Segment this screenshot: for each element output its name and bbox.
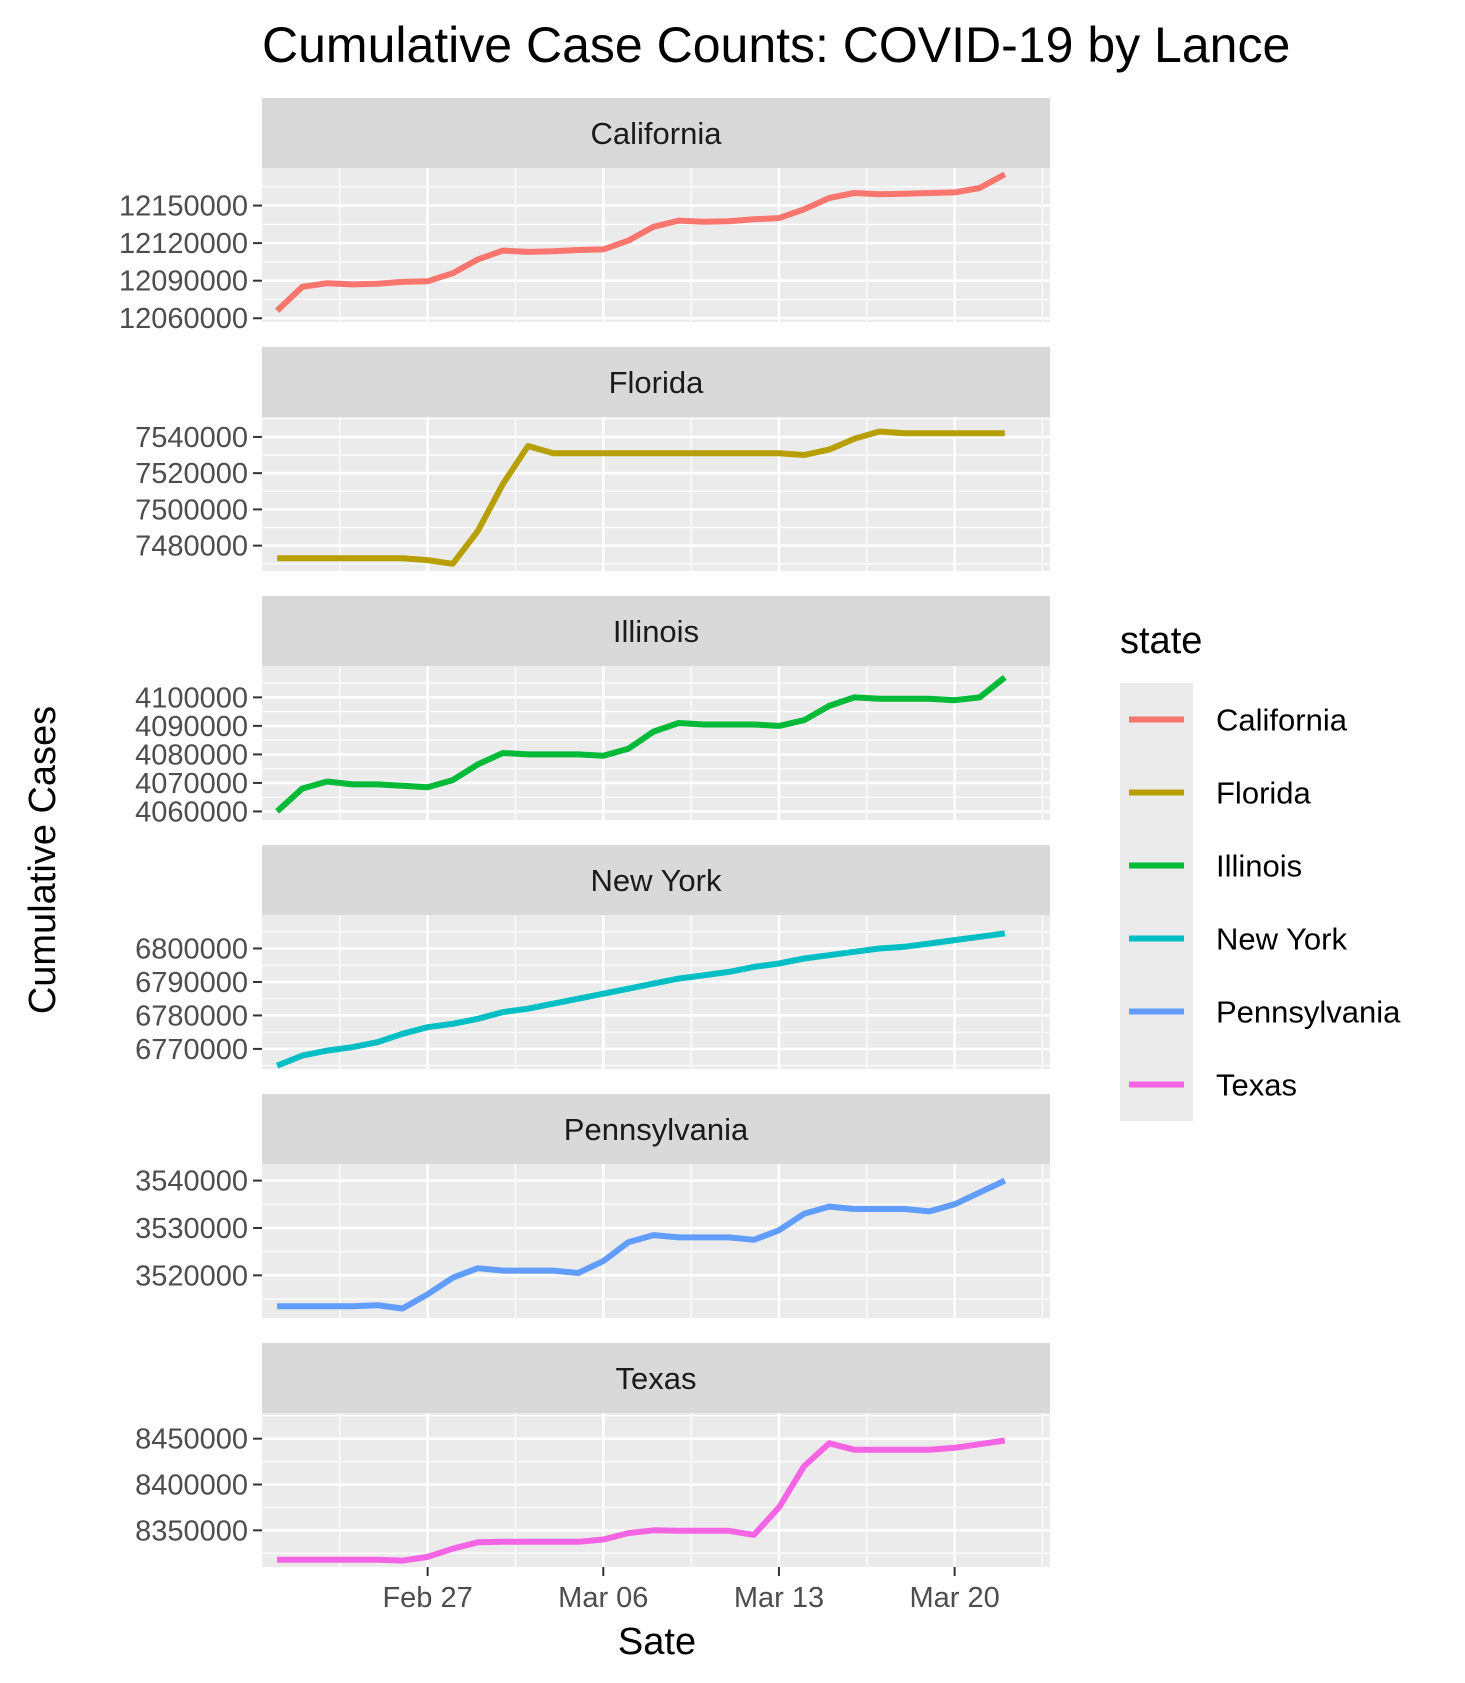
legend-label: California: [1216, 703, 1348, 738]
y-tick-label: 12060000: [119, 303, 248, 335]
series-line-pennsylvania: [277, 1177, 1007, 1312]
facet-strip: [262, 1343, 1050, 1413]
facet-panel-california: California 12060000 12090000 12120000 121500…: [119, 98, 1050, 335]
y-tick-label: 6780000: [135, 1000, 248, 1032]
panel-background: [262, 915, 1050, 1069]
y-tick-label: 4100000: [135, 682, 248, 714]
y-tick-label: 12120000: [119, 228, 248, 260]
facet-strip: [262, 1094, 1050, 1164]
facet-strip-label: Texas: [616, 1361, 697, 1396]
y-tick-label: 7540000: [135, 422, 248, 454]
y-tick-label: 7520000: [135, 458, 248, 490]
legend-label: New York: [1216, 922, 1347, 957]
facet-strip: [262, 845, 1050, 915]
x-tick-label: Mar 20: [910, 1582, 1000, 1614]
series-line-texas: [277, 1437, 1006, 1564]
y-tick-label: 8450000: [135, 1424, 248, 1456]
panel-background: [262, 417, 1050, 571]
y-tick-label: 8350000: [135, 1515, 248, 1547]
y-tick-label: 3520000: [135, 1260, 248, 1292]
facet-strip-label: Pennsylvania: [564, 1112, 749, 1147]
y-axis-title: Cumulative Cases: [22, 706, 64, 1014]
facet-strip-label: New York: [591, 863, 722, 898]
facet-panel-illinois: Illinois 40600004070000408000040900004100…: [135, 596, 1050, 828]
y-tick-label: 3530000: [135, 1213, 248, 1245]
facet-strip: [262, 596, 1050, 666]
facet-strip-label: Florida: [609, 365, 705, 400]
legend-label: Illinois: [1216, 849, 1302, 884]
y-tick-label: 12090000: [119, 266, 248, 298]
y-tick-label: 4090000: [135, 711, 248, 743]
facet-panel-florida: Florida 7480000 7500000 7520000 7540000: [135, 347, 1050, 571]
y-tick-label: 3540000: [135, 1166, 248, 1198]
chart-title: Cumulative Case Counts: COVID-19 by Lanc…: [262, 17, 1290, 73]
facet-panel-texas: Texas 8350000 8400000 8450000: [135, 1343, 1050, 1567]
legend: state California Florida Illinois New York P…: [1120, 620, 1401, 1121]
legend-title: state: [1120, 620, 1202, 662]
panel-background: [262, 666, 1050, 820]
y-tick-label: 8400000: [135, 1470, 248, 1502]
facet-panel-pennsylvania: Pennsylvania 3520000 3530000 3540000: [135, 1094, 1050, 1318]
legend-label: Texas: [1216, 1068, 1297, 1103]
legend-label: Pennsylvania: [1216, 995, 1401, 1030]
facet-strip-label: California: [591, 116, 723, 151]
x-axis-title: Sate: [618, 1621, 696, 1663]
y-tick-label: 7500000: [135, 494, 248, 526]
x-tick-label: Feb 27: [382, 1582, 472, 1614]
facet-strip: [262, 98, 1050, 168]
y-tick-label: 4070000: [135, 768, 248, 800]
series-line-florida: [277, 428, 1005, 567]
y-tick-label: 4060000: [135, 796, 248, 828]
panel-background: [262, 1413, 1050, 1567]
facet-panels: California 12060000 12090000 12120000 121500…: [119, 98, 1050, 1567]
x-tick-label: Mar 13: [734, 1582, 824, 1614]
facet-strip: [262, 347, 1050, 417]
legend-label: Florida: [1216, 776, 1312, 811]
facet-strip-label: Illinois: [613, 614, 699, 649]
y-tick-label: 6790000: [135, 967, 248, 999]
x-axis: Feb 27 Mar 06 Mar 13 Mar 20: [382, 1567, 1000, 1614]
series-line-california: [275, 171, 1007, 313]
legend-key-background: [1120, 683, 1193, 1121]
panel-background: [262, 1164, 1050, 1318]
y-tick-label: 6800000: [135, 933, 248, 965]
y-tick-label: 7480000: [135, 531, 248, 563]
y-tick-label: 12150000: [119, 191, 248, 223]
y-tick-label: 4080000: [135, 739, 248, 771]
series-line-new-york: [275, 930, 1006, 1069]
y-tick-label: 6770000: [135, 1034, 248, 1066]
series-line-illinois: [275, 675, 1007, 814]
x-tick-label: Mar 06: [558, 1582, 648, 1614]
